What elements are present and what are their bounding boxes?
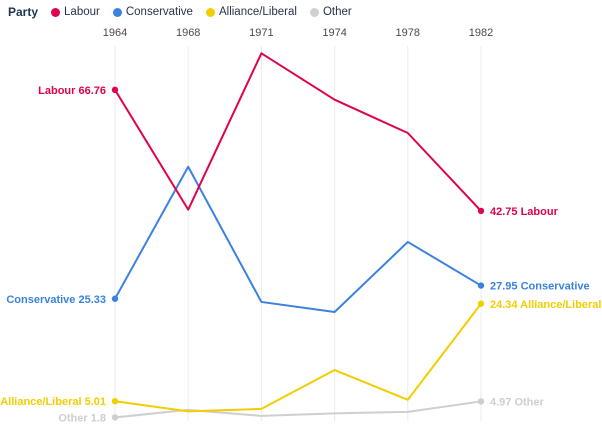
series-start-dot-conservative	[111, 295, 119, 302]
legend-title: Party	[8, 5, 39, 19]
legend-item-label: Conservative	[125, 6, 193, 18]
series-start-label-other: Other 1.8	[58, 412, 106, 424]
x-axis-year-label: 1964	[103, 27, 127, 39]
series-end-label-other: 4.97 Other	[490, 396, 545, 408]
x-axis-year-label: 1971	[249, 27, 273, 39]
legend-item-label: Other	[322, 6, 352, 18]
series-start-label-conservative: Conservative 25.33	[6, 294, 106, 306]
legend-item-label: Labour	[64, 6, 100, 18]
series-start-label-alliance-liberal: Alliance/Liberal 5.01	[0, 396, 106, 408]
legend-dot-icon	[112, 7, 122, 17]
series-line-alliance-liberal	[114, 302, 482, 413]
series-start-label-labour: Labour 66.76	[38, 85, 106, 97]
series-end-label-labour: 42.75 Labour	[490, 206, 559, 218]
series-end-dot-labour	[477, 207, 485, 215]
legend-item-label: Alliance/Liberal	[218, 6, 297, 18]
legend-item-conservative[interactable]: Conservative	[112, 6, 193, 18]
series-start-dot-labour	[111, 86, 119, 94]
series-start-dot-alliance-liberal	[111, 398, 119, 405]
series-line-other	[114, 400, 482, 419]
legend-dot-icon	[51, 7, 61, 17]
series-line-labour	[114, 52, 482, 212]
series-end-label-conservative: 27.95 Conservative	[490, 281, 590, 293]
series-end-label-alliance-liberal: 24.34 Alliance/Liberal	[490, 299, 601, 311]
legend-item-alliance-liberal[interactable]: Alliance/Liberal	[205, 6, 297, 18]
x-axis-year-label: 1982	[469, 27, 493, 39]
series-end-dot-other	[477, 398, 485, 405]
x-axis-year-label: 1978	[396, 27, 420, 39]
series-end-dot-conservative	[477, 282, 485, 289]
x-axis-year-label: 1974	[322, 27, 346, 39]
chart-legend: Party Labour Conservative Alliance/Liberal…	[8, 5, 352, 19]
legend-item-labour[interactable]: Labour	[51, 6, 100, 18]
series-line-conservative	[114, 165, 482, 314]
legend-item-other[interactable]: Other	[309, 6, 352, 18]
series-end-dot-alliance-liberal	[477, 300, 485, 307]
legend-dot-icon	[205, 7, 215, 17]
legend-items: Labour Conservative Alliance/Liberal Other	[51, 6, 352, 18]
x-axis-year-label: 1968	[176, 27, 200, 39]
series-start-dot-other	[111, 414, 119, 421]
legend-dot-icon	[309, 7, 319, 17]
